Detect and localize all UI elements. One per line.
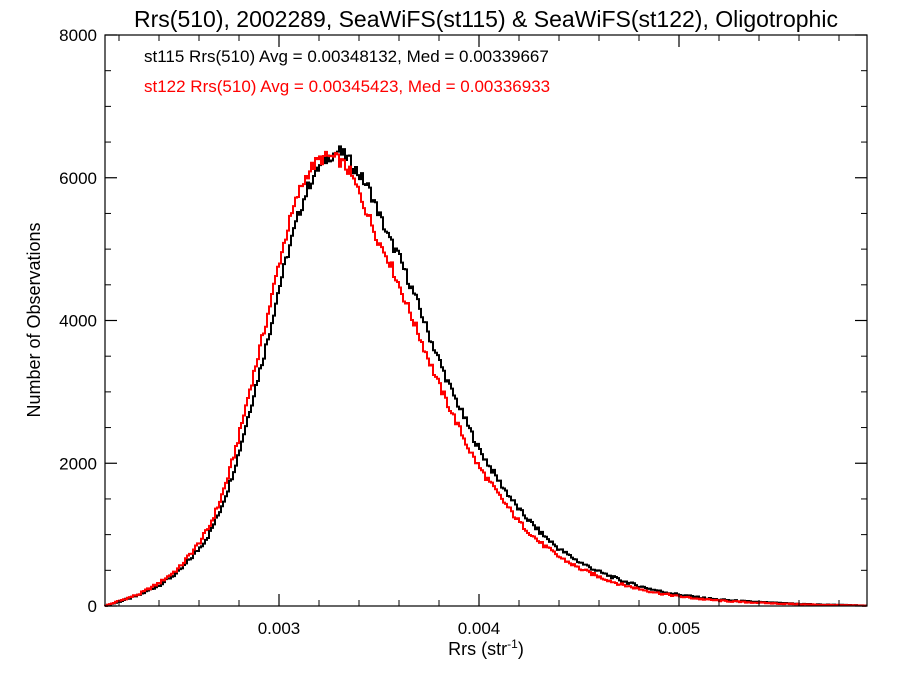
chart-title: Rrs(510), 2002289, SeaWiFS(st115) & SeaW… bbox=[134, 6, 838, 32]
y-tick-label: 6000 bbox=[59, 169, 97, 188]
x-tick-label: 0.004 bbox=[458, 619, 501, 638]
y-tick-label: 8000 bbox=[59, 26, 97, 45]
y-tick-label: 2000 bbox=[59, 454, 97, 473]
x-axis-label-main: Rrs (str bbox=[448, 639, 507, 659]
y-tick-label: 4000 bbox=[59, 312, 97, 331]
y-axis-label: Number of Observations bbox=[24, 222, 44, 417]
series-line-1 bbox=[104, 150, 867, 607]
series-annotation-st122: st122 Rrs(510) Avg = 0.00345423, Med = 0… bbox=[144, 77, 550, 96]
x-tick-label: 0.003 bbox=[258, 619, 301, 638]
x-axis-label: Rrs (str-1) bbox=[448, 637, 524, 659]
series-layer bbox=[104, 145, 867, 607]
x-axis-label-superscript: -1 bbox=[507, 637, 518, 651]
x-axis-label-suffix: ) bbox=[518, 639, 524, 659]
y-tick-label: 0 bbox=[88, 597, 97, 616]
axis-layer: 0 2000 4000 6000 8000 0.003 0.004 0.005 bbox=[59, 26, 867, 638]
x-tick-label: 0.005 bbox=[658, 619, 701, 638]
series-annotation-st115: st115 Rrs(510) Avg = 0.00348132, Med = 0… bbox=[144, 47, 549, 66]
